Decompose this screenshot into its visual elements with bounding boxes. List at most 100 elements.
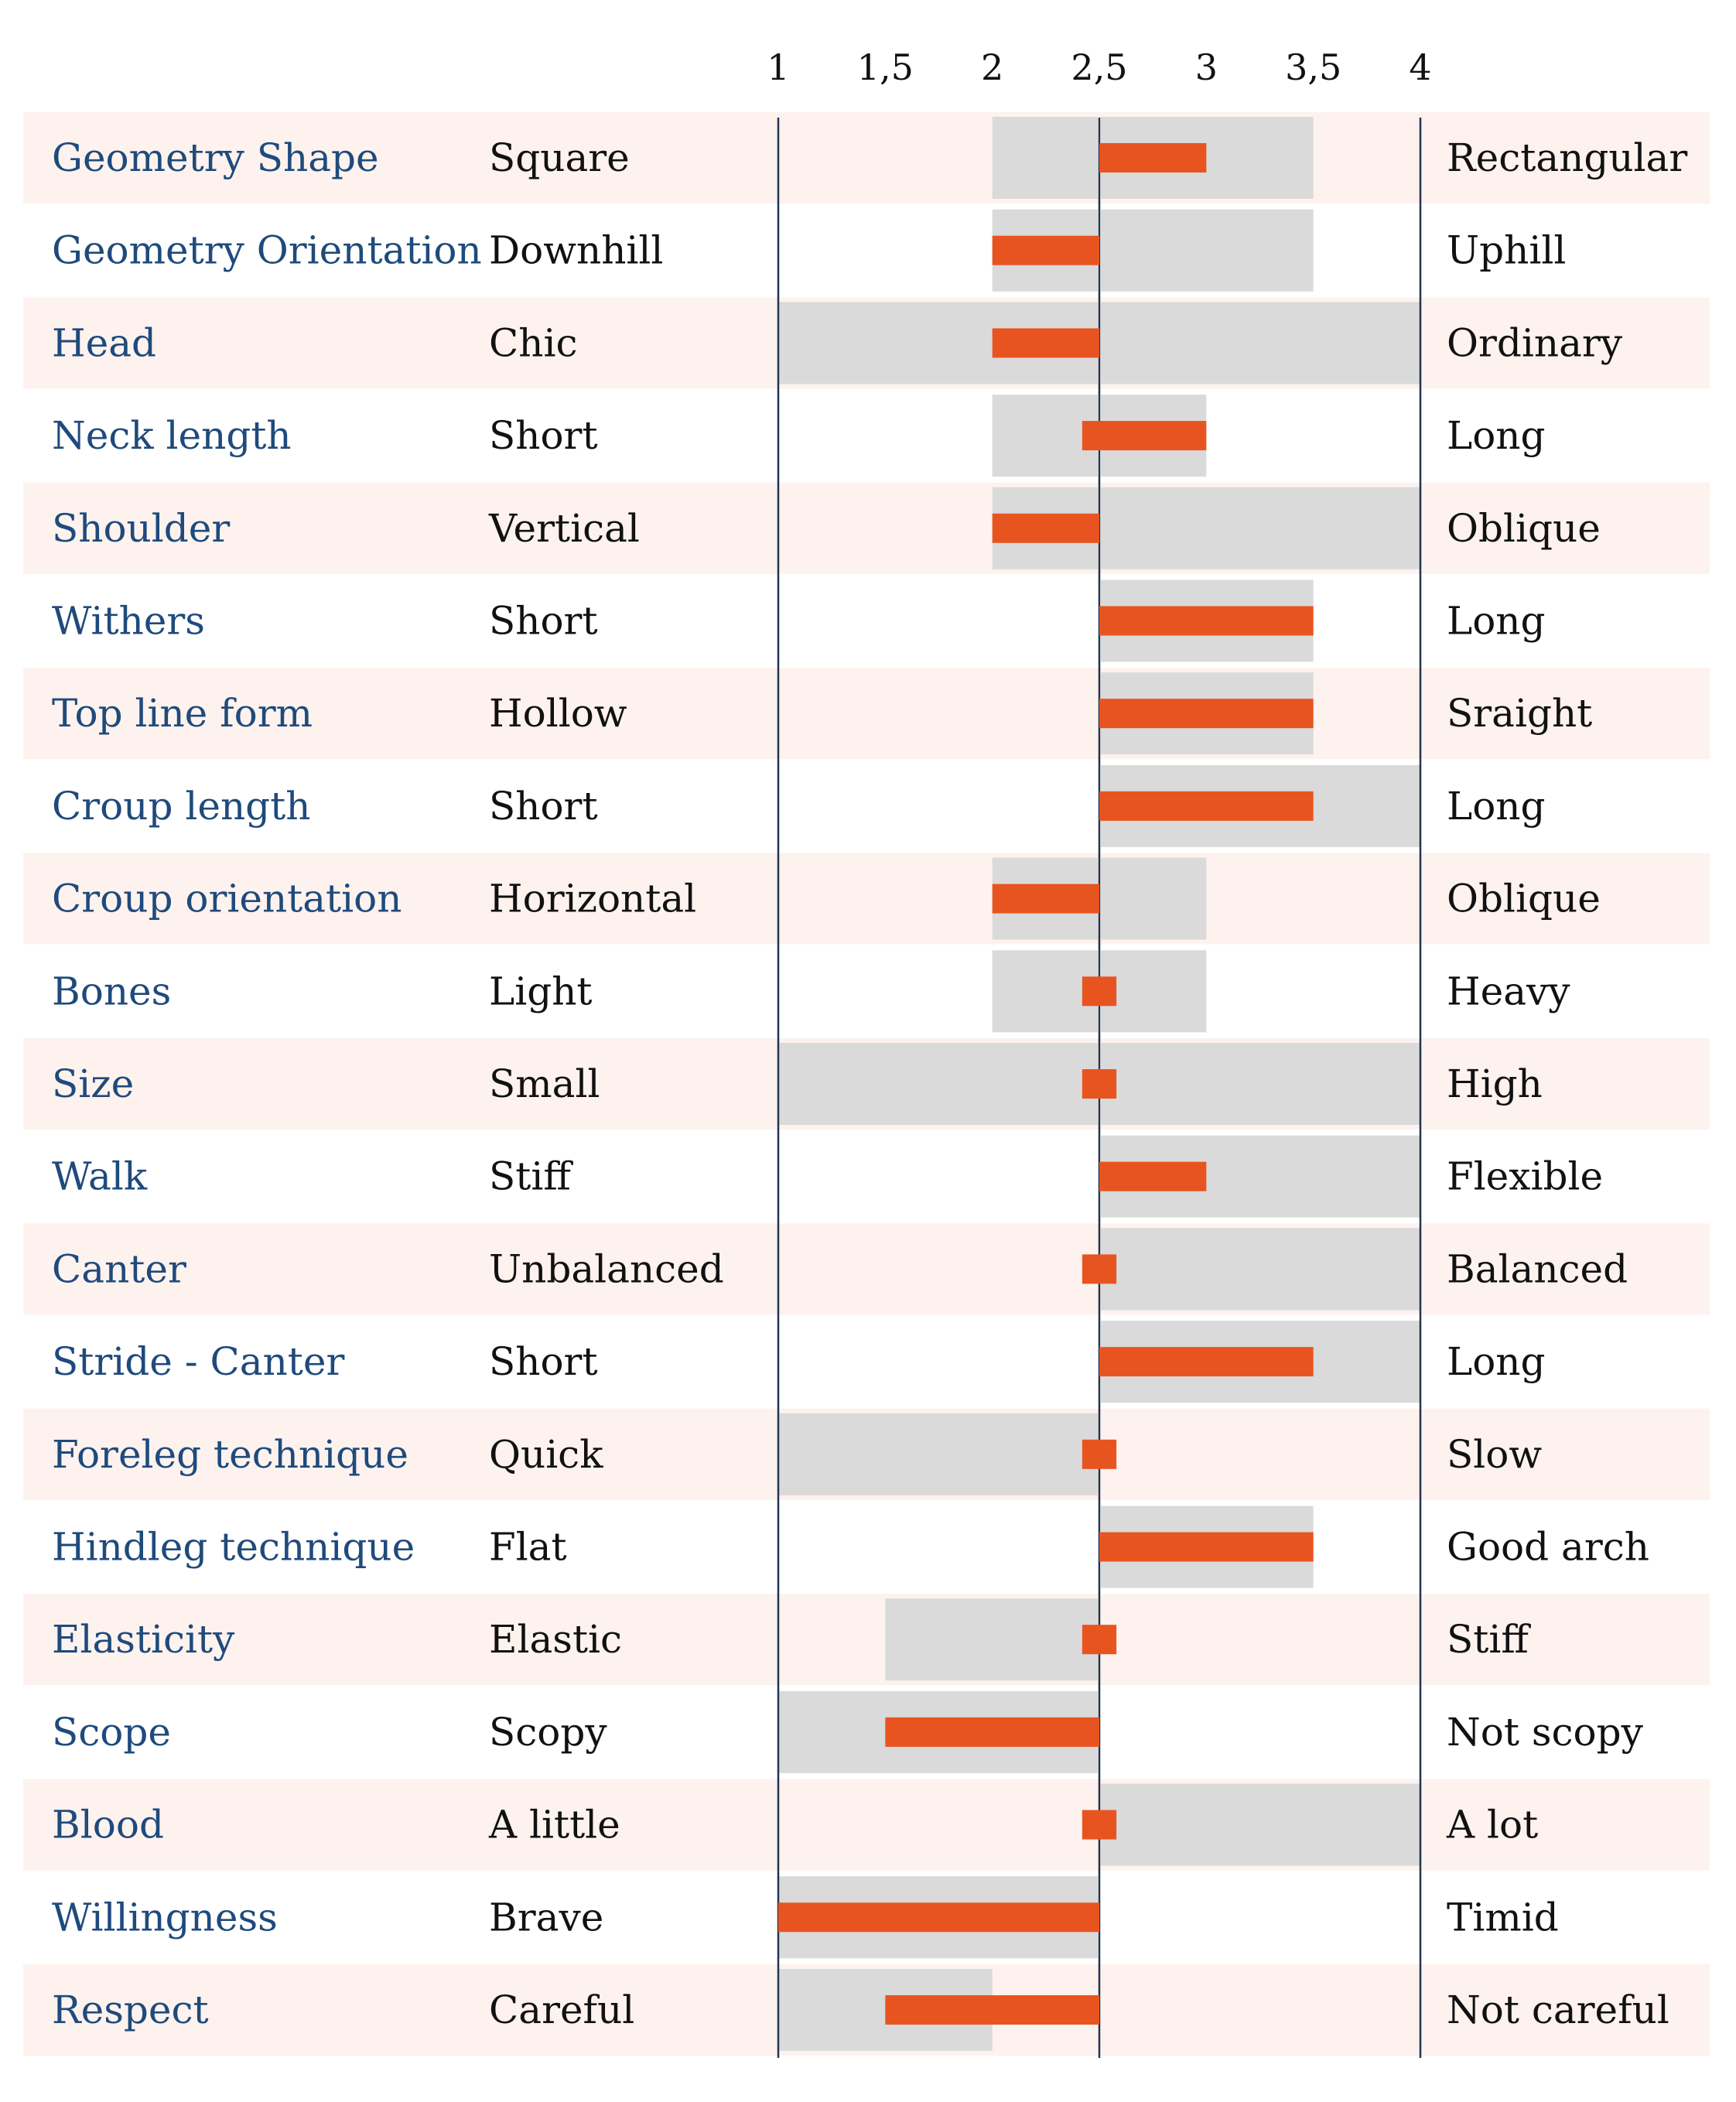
row-band [23, 853, 1710, 945]
high-pole-label: Oblique [1447, 877, 1601, 921]
row-band [23, 112, 1710, 203]
range-bar [992, 395, 1098, 477]
value-bar [1099, 1347, 1314, 1377]
low-pole-label: Light [489, 969, 593, 1013]
value-bar [1099, 1532, 1314, 1562]
trait-label: Size [52, 1061, 134, 1106]
value-bar [992, 513, 1099, 543]
low-pole-label: Unbalanced [489, 1246, 724, 1291]
high-pole-label: A lot [1446, 1803, 1538, 1847]
high-pole-label: Long [1447, 784, 1546, 829]
trait-label: Hindleg technique [52, 1525, 415, 1570]
high-pole-label: High [1447, 1061, 1543, 1106]
low-pole-label: Scopy [489, 1710, 607, 1755]
tick-label: 3 [1195, 46, 1218, 88]
low-pole-label: Vertical [488, 506, 640, 551]
low-pole-label: Square [489, 135, 630, 180]
range-bar [992, 117, 1098, 199]
high-pole-label: Not scopy [1447, 1710, 1644, 1755]
range-bar [992, 950, 1098, 1033]
row-band [23, 482, 1710, 574]
value-bar [1082, 1810, 1117, 1840]
low-pole-label: Flat [489, 1525, 567, 1570]
value-bar [1099, 1161, 1207, 1191]
value-bar [1082, 1625, 1117, 1655]
high-pole-label: Sraight [1447, 691, 1592, 736]
trait-label: Walk [52, 1154, 148, 1199]
low-pole-label: Hollow [489, 691, 627, 736]
high-pole-label: Timid [1447, 1895, 1559, 1940]
tick-label: 2 [981, 46, 1003, 88]
low-pole-label: Brave [489, 1895, 603, 1940]
high-pole-label: Slow [1447, 1432, 1542, 1477]
tick-label: 1 [767, 46, 789, 88]
trait-label: Geometry Orientation [52, 228, 482, 273]
low-pole-label: Downhill [489, 228, 663, 273]
range-bar [1101, 950, 1207, 1033]
low-pole-label: Small [489, 1061, 600, 1106]
low-pole-label: Short [489, 413, 598, 458]
range-bar [1101, 209, 1314, 292]
row-band [23, 1594, 1710, 1686]
value-bar [1082, 421, 1207, 451]
high-pole-label: Ordinary [1447, 320, 1623, 365]
value-bar [1099, 143, 1207, 173]
value-bar [1099, 606, 1314, 636]
trait-label: Croup length [52, 784, 310, 829]
low-pole-label: Horizontal [489, 877, 696, 921]
value-bar [1082, 1439, 1117, 1469]
value-bar [992, 235, 1099, 265]
tick-labels: 1 1,5 2 2,5 3 3,5 4 [767, 46, 1431, 88]
low-pole-label: Short [489, 784, 598, 829]
low-pole-label: Short [489, 1339, 598, 1384]
range-bar [1101, 487, 1420, 569]
row-band [23, 668, 1710, 760]
high-pole-label: Rectangular [1447, 135, 1687, 180]
trait-label: Neck length [52, 413, 292, 458]
trait-label: Foreleg technique [52, 1432, 408, 1477]
high-pole-label: Uphill [1447, 228, 1566, 273]
value-bar [885, 1717, 1099, 1747]
high-pole-label: Oblique [1447, 506, 1601, 551]
value-bar [1082, 976, 1117, 1007]
range-bar [1101, 1228, 1420, 1311]
value-bar [778, 1902, 1099, 1933]
range-bar [1101, 1043, 1420, 1125]
low-pole-label: Elastic [489, 1617, 622, 1662]
range-bar [1101, 1783, 1420, 1866]
high-pole-label: Long [1447, 599, 1546, 644]
high-pole-label: Long [1447, 413, 1546, 458]
value-bar [1082, 1069, 1117, 1099]
row-band [23, 1779, 1710, 1871]
low-pole-label: Stiff [489, 1154, 573, 1199]
trait-label: Top line form [52, 691, 313, 736]
value-bar [885, 1995, 1099, 2025]
tick-label: 3,5 [1285, 46, 1341, 88]
value-bar [1099, 791, 1314, 821]
high-pole-label: Long [1447, 1339, 1546, 1384]
high-pole-label: Heavy [1447, 969, 1570, 1013]
trait-label: Respect [52, 1988, 209, 2032]
high-pole-label: Balanced [1447, 1246, 1628, 1291]
high-pole-label: Not careful [1447, 1988, 1669, 2032]
high-pole-label: Good arch [1447, 1525, 1649, 1570]
range-bar [1101, 302, 1420, 385]
trait-label: Croup orientation [52, 877, 402, 921]
value-bar [1099, 699, 1314, 729]
range-bar [1101, 857, 1207, 940]
trait-label: Canter [52, 1246, 186, 1291]
high-pole-label: Stiff [1447, 1617, 1531, 1662]
trait-label: Willingness [52, 1895, 278, 1940]
trait-label: Stride - Canter [52, 1339, 344, 1384]
low-pole-label: Chic [489, 320, 577, 365]
trait-label: Blood [52, 1803, 164, 1847]
low-pole-label: Careful [489, 1988, 634, 2032]
tick-label: 2,5 [1071, 46, 1127, 88]
value-bars [778, 143, 1314, 2025]
row-labels: Geometry Shape Square Rectangular Geometry … [52, 135, 1687, 2032]
trait-label: Withers [52, 599, 205, 644]
tick-label: 1,5 [857, 46, 914, 88]
range-bar [778, 1043, 1098, 1125]
low-pole-label: Short [489, 599, 598, 644]
